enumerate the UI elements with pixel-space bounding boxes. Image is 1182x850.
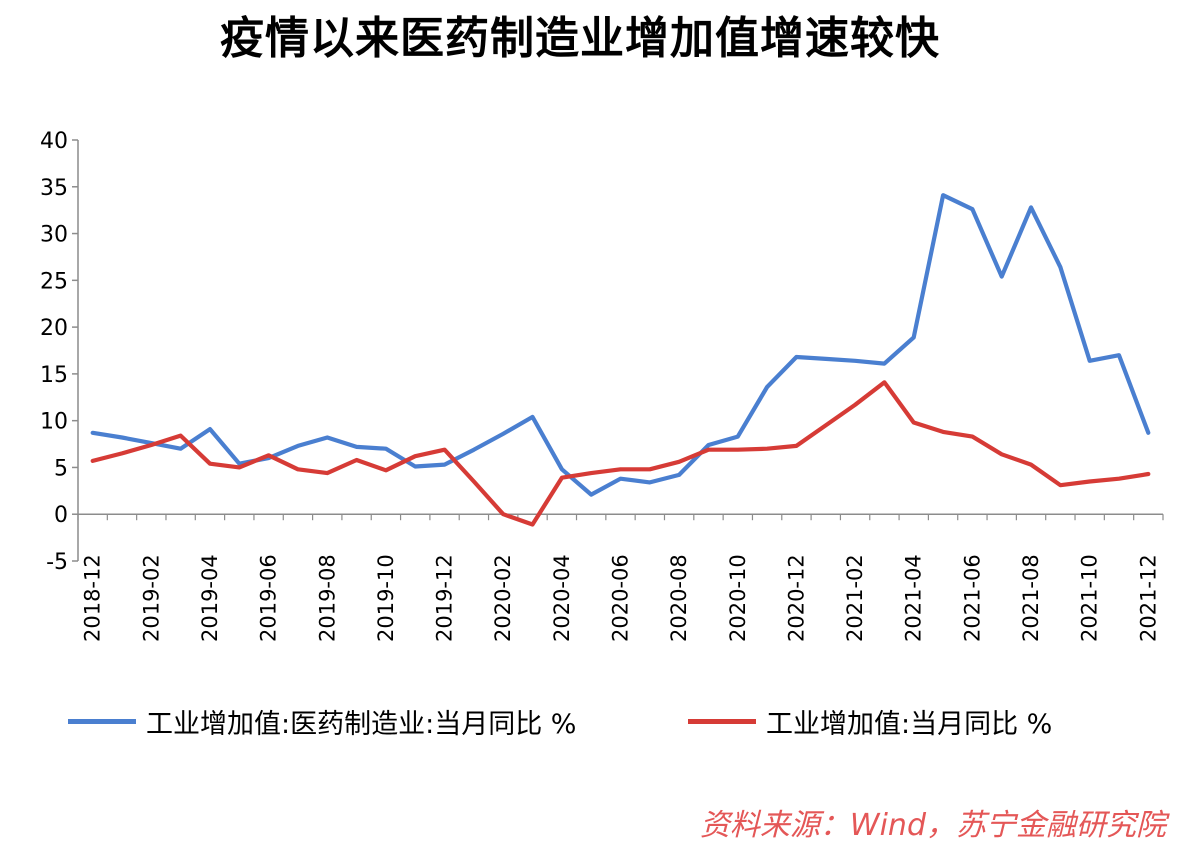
legend-swatch-industry bbox=[688, 719, 756, 724]
legend-label-industry: 工业增加值:当月同比 % bbox=[766, 709, 1053, 740]
x-tick-label: 2019-08 bbox=[315, 554, 339, 642]
line-chart: 40 35 30 25 20 15 10 5 0 -5 2018-12 2019-02 2019-04… bbox=[40, 129, 1164, 642]
x-tick-label: 2019-04 bbox=[198, 554, 222, 642]
x-tick-label: 2020-06 bbox=[609, 554, 633, 642]
chart-series bbox=[90, 193, 1151, 527]
legend: 工业增加值:医药制造业:当月同比 % 工业增加值:当月同比 % bbox=[0, 702, 1182, 746]
x-tick-label: 2021-02 bbox=[843, 554, 867, 642]
x-tick-label: 2021-12 bbox=[1136, 554, 1160, 642]
legend-item-pharma: 工业增加值:医药制造业:当月同比 % bbox=[68, 702, 576, 741]
y-tick-label: 15 bbox=[40, 363, 68, 388]
chart-axes bbox=[77, 140, 1163, 561]
legend-label-pharma: 工业增加值:医药制造业:当月同比 % bbox=[146, 709, 577, 740]
y-tick-label: 5 bbox=[54, 456, 68, 481]
x-tick-label: 2019-10 bbox=[374, 554, 398, 642]
legend-item-industry: 工业增加值:当月同比 % bbox=[688, 702, 1052, 741]
x-tick-label: 2020-08 bbox=[667, 554, 691, 642]
y-tick-label: 0 bbox=[54, 503, 68, 528]
chart-title: 疫情以来医药制造业增加值增速较快 bbox=[220, 13, 940, 64]
x-tick-label: 2021-08 bbox=[1019, 554, 1043, 642]
x-tick-label: 2020-10 bbox=[726, 554, 750, 642]
x-tick-label: 2021-10 bbox=[1078, 554, 1102, 642]
x-tick-label: 2019-06 bbox=[257, 554, 281, 642]
y-tick-label: 30 bbox=[40, 223, 68, 248]
x-tick-label: 2018-12 bbox=[81, 554, 105, 642]
x-tick-label: 2020-12 bbox=[784, 554, 808, 642]
x-tick-label: 2019-12 bbox=[433, 554, 457, 642]
x-tick-label: 2020-04 bbox=[550, 554, 574, 642]
series-line-1 bbox=[90, 380, 1151, 527]
y-tick-label: 35 bbox=[40, 176, 68, 201]
y-tick-label: 25 bbox=[40, 269, 68, 294]
x-tick-label: 2020-02 bbox=[491, 554, 515, 642]
x-axis-ticks: 2018-12 2019-02 2019-04 2019-06 2019-08 2019-… bbox=[77, 514, 1164, 642]
x-tick-label: 2021-06 bbox=[960, 554, 984, 642]
y-tick-label: 40 bbox=[40, 129, 68, 154]
y-tick-label: -5 bbox=[46, 550, 68, 575]
source-note: 资料来源：Wind，苏宁金融研究院 bbox=[699, 808, 1166, 843]
series-line-0 bbox=[90, 193, 1151, 497]
y-tick-label: 10 bbox=[40, 410, 68, 435]
y-tick-label: 20 bbox=[40, 316, 68, 341]
y-axis-ticks: 40 35 30 25 20 15 10 5 0 -5 bbox=[40, 129, 78, 575]
legend-swatch-pharma bbox=[68, 719, 136, 724]
x-tick-label: 2021-04 bbox=[902, 554, 926, 642]
x-tick-label: 2019-02 bbox=[139, 554, 163, 642]
